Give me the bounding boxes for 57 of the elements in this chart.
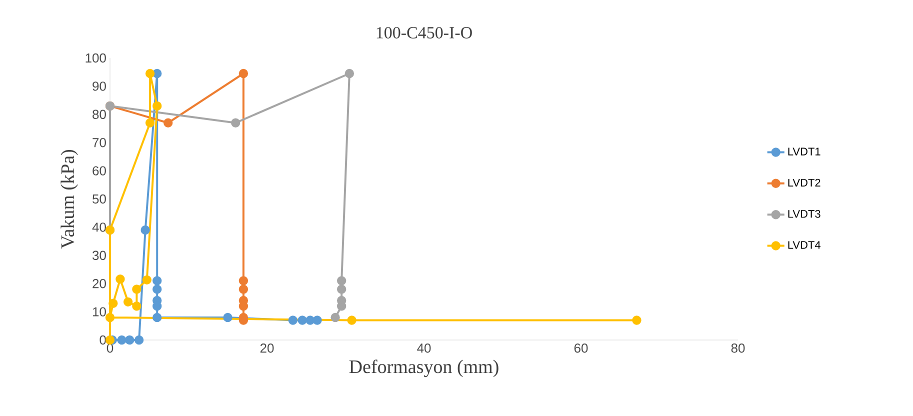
point xyxy=(238,284,248,294)
y-axis-title: Vakum (kPa) xyxy=(60,150,78,249)
point xyxy=(231,118,240,128)
point xyxy=(238,302,248,311)
y-tick-label: 40 xyxy=(92,222,106,232)
point xyxy=(152,68,162,78)
legend-label: LVDT4 xyxy=(788,241,820,249)
point xyxy=(336,302,346,311)
point xyxy=(152,284,162,294)
point xyxy=(145,118,155,128)
point xyxy=(123,297,133,307)
point xyxy=(288,316,298,325)
point xyxy=(145,68,155,78)
point xyxy=(132,284,142,294)
x-axis-title: Deformasyon (mm) xyxy=(349,360,498,378)
point xyxy=(330,312,340,322)
point xyxy=(238,68,248,78)
y-tick-label: 30 xyxy=(92,250,106,260)
x-tick-label: 40 xyxy=(417,344,431,353)
point xyxy=(238,276,248,286)
point xyxy=(344,68,354,78)
point xyxy=(117,335,126,345)
point xyxy=(223,312,232,322)
point xyxy=(132,302,142,311)
point xyxy=(336,284,346,294)
y-tick-label: 90 xyxy=(92,82,106,91)
point xyxy=(116,274,125,284)
y-tick-label: 60 xyxy=(92,166,106,176)
legend-label: LVDT1 xyxy=(788,148,820,156)
legend-label: LVDT2 xyxy=(788,178,820,186)
y-tick-label: 0 xyxy=(100,335,106,345)
point xyxy=(347,316,356,325)
y-tick-label: 10 xyxy=(93,307,106,316)
point xyxy=(298,316,307,325)
point xyxy=(142,275,152,285)
y-tick-label: 70 xyxy=(92,138,106,148)
point xyxy=(125,335,134,345)
x-tick-label: 80 xyxy=(731,344,745,353)
y-tick-label: 20 xyxy=(92,278,106,288)
point xyxy=(163,118,173,128)
point xyxy=(105,312,115,322)
point xyxy=(152,312,162,322)
chart-title: 100-C450-I-O xyxy=(376,26,472,38)
x-tick-label: 20 xyxy=(260,344,274,353)
point xyxy=(140,225,150,235)
point xyxy=(152,101,162,111)
point xyxy=(632,316,642,325)
point xyxy=(152,276,162,286)
point xyxy=(108,298,118,308)
y-tick-label: 100 xyxy=(86,53,106,63)
y-tick-label: 80 xyxy=(92,110,106,119)
y-tick-label: 50 xyxy=(92,194,106,204)
x-tick-label: 60 xyxy=(574,344,588,353)
legend-label: LVDT3 xyxy=(788,210,820,218)
point xyxy=(134,335,144,345)
point xyxy=(336,276,346,286)
point xyxy=(312,316,322,325)
